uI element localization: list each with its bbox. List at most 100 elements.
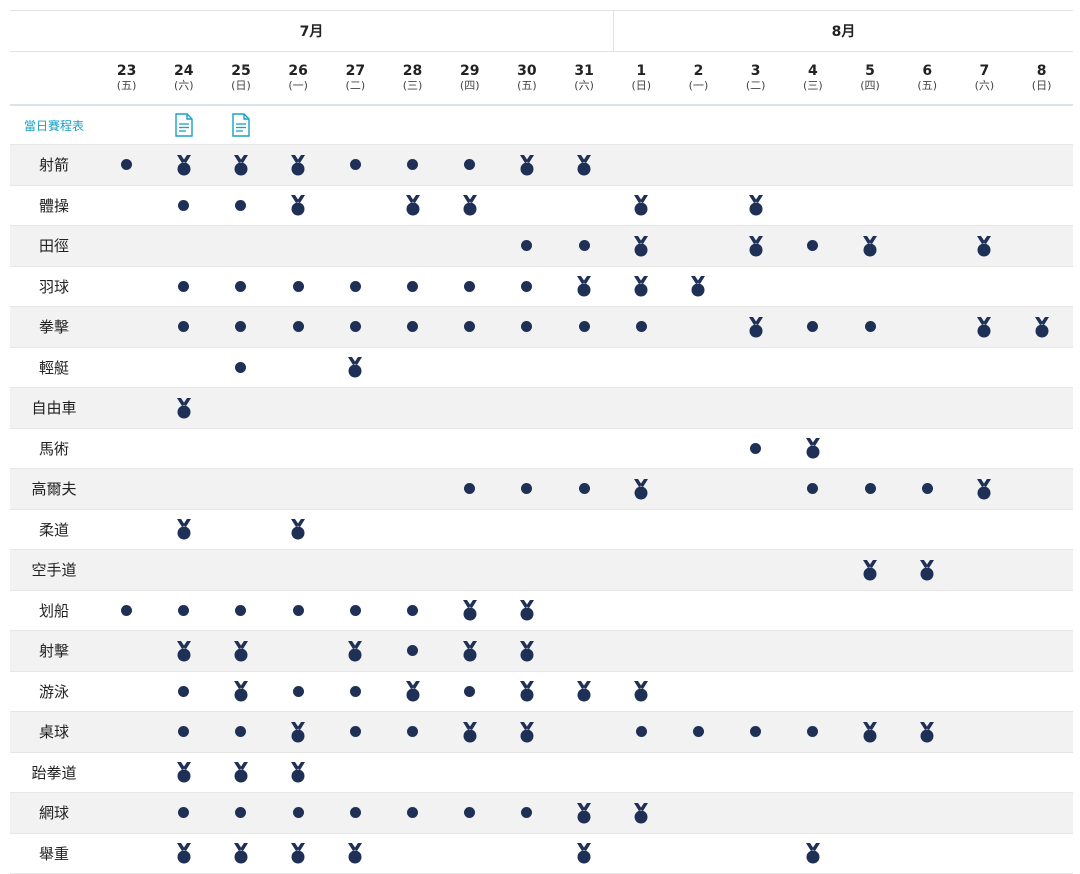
event-cell[interactable] [155, 834, 212, 874]
event-cell[interactable] [212, 307, 269, 347]
event-cell[interactable] [498, 712, 555, 752]
event-cell[interactable] [384, 267, 441, 307]
event-cell[interactable] [441, 307, 498, 347]
event-cell[interactable] [155, 307, 212, 347]
event-cell[interactable] [498, 591, 555, 631]
event-cell[interactable] [384, 631, 441, 671]
event-cell[interactable] [384, 186, 441, 226]
event-cell[interactable] [155, 186, 212, 226]
event-cell[interactable] [613, 672, 670, 712]
event-cell[interactable] [556, 307, 613, 347]
event-cell[interactable] [212, 145, 269, 185]
event-cell[interactable] [498, 226, 555, 266]
event-cell[interactable] [498, 307, 555, 347]
event-cell[interactable] [556, 672, 613, 712]
event-cell[interactable] [899, 712, 956, 752]
event-cell[interactable] [841, 712, 898, 752]
event-cell[interactable] [441, 186, 498, 226]
event-cell[interactable] [212, 591, 269, 631]
event-cell[interactable] [441, 591, 498, 631]
event-cell[interactable] [327, 307, 384, 347]
event-cell[interactable] [784, 469, 841, 509]
event-cell[interactable] [155, 267, 212, 307]
event-cell[interactable] [613, 226, 670, 266]
event-cell[interactable] [556, 834, 613, 874]
event-cell[interactable] [613, 267, 670, 307]
event-cell[interactable] [212, 834, 269, 874]
event-cell[interactable] [727, 186, 784, 226]
event-cell[interactable] [212, 712, 269, 752]
event-cell[interactable] [212, 348, 269, 388]
event-cell[interactable] [956, 469, 1013, 509]
event-cell[interactable] [98, 145, 155, 185]
document-icon[interactable] [231, 113, 251, 137]
event-cell[interactable] [155, 672, 212, 712]
daily-schedule-label[interactable]: 當日賽程表 [10, 106, 98, 144]
event-cell[interactable] [498, 672, 555, 712]
event-cell[interactable] [441, 631, 498, 671]
event-cell[interactable] [441, 145, 498, 185]
event-cell[interactable] [155, 145, 212, 185]
event-cell[interactable] [441, 672, 498, 712]
event-cell[interactable] [98, 591, 155, 631]
event-cell[interactable] [327, 793, 384, 833]
event-cell[interactable] [155, 591, 212, 631]
event-cell[interactable] [956, 307, 1013, 347]
event-cell[interactable] [670, 712, 727, 752]
event-cell[interactable] [784, 429, 841, 469]
event-cell[interactable] [613, 307, 670, 347]
event-cell[interactable] [784, 834, 841, 874]
event-cell[interactable] [270, 510, 327, 550]
event-cell[interactable] [155, 388, 212, 428]
event-cell[interactable] [784, 226, 841, 266]
event-cell[interactable] [841, 307, 898, 347]
event-cell[interactable] [327, 267, 384, 307]
event-cell[interactable] [270, 753, 327, 793]
event-cell[interactable] [899, 469, 956, 509]
event-cell[interactable] [727, 712, 784, 752]
event-cell[interactable] [270, 672, 327, 712]
event-cell[interactable] [727, 429, 784, 469]
event-cell[interactable] [327, 631, 384, 671]
event-cell[interactable] [556, 267, 613, 307]
event-cell[interactable] [441, 469, 498, 509]
event-cell[interactable] [384, 672, 441, 712]
event-cell[interactable] [613, 186, 670, 226]
event-cell[interactable] [498, 631, 555, 671]
event-cell[interactable] [956, 226, 1013, 266]
event-cell[interactable] [784, 712, 841, 752]
event-cell[interactable] [327, 712, 384, 752]
event-cell[interactable] [727, 226, 784, 266]
event-cell[interactable] [212, 672, 269, 712]
event-cell[interactable] [212, 267, 269, 307]
event-cell[interactable] [384, 591, 441, 631]
event-cell[interactable] [498, 267, 555, 307]
event-cell[interactable] [613, 793, 670, 833]
event-cell[interactable] [1013, 307, 1070, 347]
event-cell[interactable] [441, 267, 498, 307]
event-cell[interactable] [613, 469, 670, 509]
event-cell[interactable] [441, 793, 498, 833]
event-cell[interactable] [155, 753, 212, 793]
event-cell[interactable] [270, 186, 327, 226]
event-cell[interactable] [841, 226, 898, 266]
event-cell[interactable] [212, 631, 269, 671]
event-cell[interactable] [327, 145, 384, 185]
event-cell[interactable] [270, 267, 327, 307]
event-cell[interactable] [155, 712, 212, 752]
event-cell[interactable] [384, 145, 441, 185]
event-cell[interactable] [613, 712, 670, 752]
event-cell[interactable] [556, 469, 613, 509]
event-cell[interactable] [441, 712, 498, 752]
event-cell[interactable] [212, 753, 269, 793]
event-cell[interactable] [212, 186, 269, 226]
event-cell[interactable] [270, 145, 327, 185]
event-cell[interactable] [841, 550, 898, 590]
event-cell[interactable] [556, 145, 613, 185]
event-cell[interactable] [327, 672, 384, 712]
event-cell[interactable] [327, 348, 384, 388]
event-cell[interactable] [727, 307, 784, 347]
event-cell[interactable] [270, 307, 327, 347]
event-cell[interactable] [155, 793, 212, 833]
event-cell[interactable] [841, 469, 898, 509]
